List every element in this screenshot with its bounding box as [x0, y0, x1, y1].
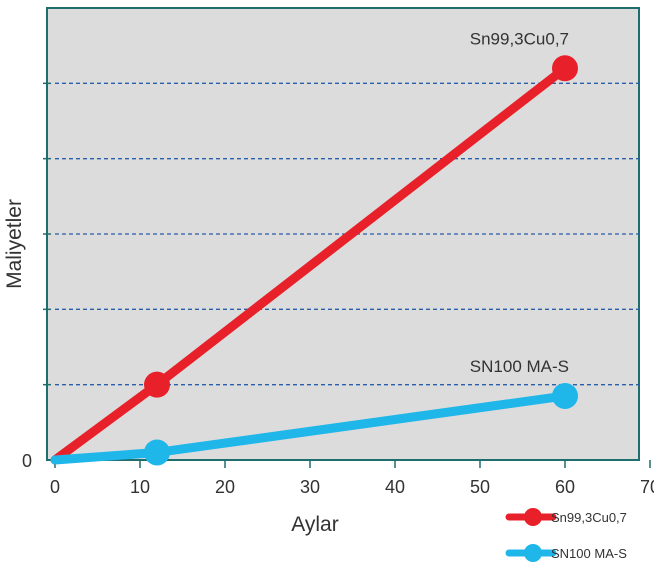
- legend-marker: [524, 508, 542, 526]
- y-axis-ticks: 0: [22, 451, 32, 471]
- legend-label: Sn99,3Cu0,7: [551, 510, 627, 525]
- series-points: [144, 55, 578, 466]
- x-tick-label: 20: [215, 477, 235, 497]
- x-tick-label: 10: [130, 477, 150, 497]
- x-tick-label: 70: [640, 477, 654, 497]
- x-tick-label: 0: [50, 477, 60, 497]
- x-axis-label: Aylar: [291, 513, 338, 536]
- x-tick-label: 50: [470, 477, 490, 497]
- legend-label: SN100 MA-S: [551, 546, 627, 561]
- x-tick-label: 30: [300, 477, 320, 497]
- legend-marker: [524, 544, 542, 562]
- series-point-1: [144, 439, 170, 466]
- y-axis-label: Maliyetler: [3, 199, 26, 289]
- y-tick-label: 0: [22, 451, 32, 471]
- series-point-0: [144, 371, 170, 398]
- series-point-0: [552, 55, 578, 82]
- legend: Sn99,3Cu0,7 SN100 MA-S: [505, 508, 627, 562]
- series-end-label-1: SN100 MA-S: [470, 357, 569, 376]
- x-tick-label: 40: [385, 477, 405, 497]
- x-axis-ticks: 0 10 20 30 40 50 60 70: [50, 460, 654, 497]
- series-point-1: [552, 382, 578, 409]
- series-end-labels: Sn99,3Cu0,7 SN100 MA-S: [470, 29, 569, 376]
- series-end-label-0: Sn99,3Cu0,7: [470, 29, 569, 48]
- x-tick-label: 60: [555, 477, 575, 497]
